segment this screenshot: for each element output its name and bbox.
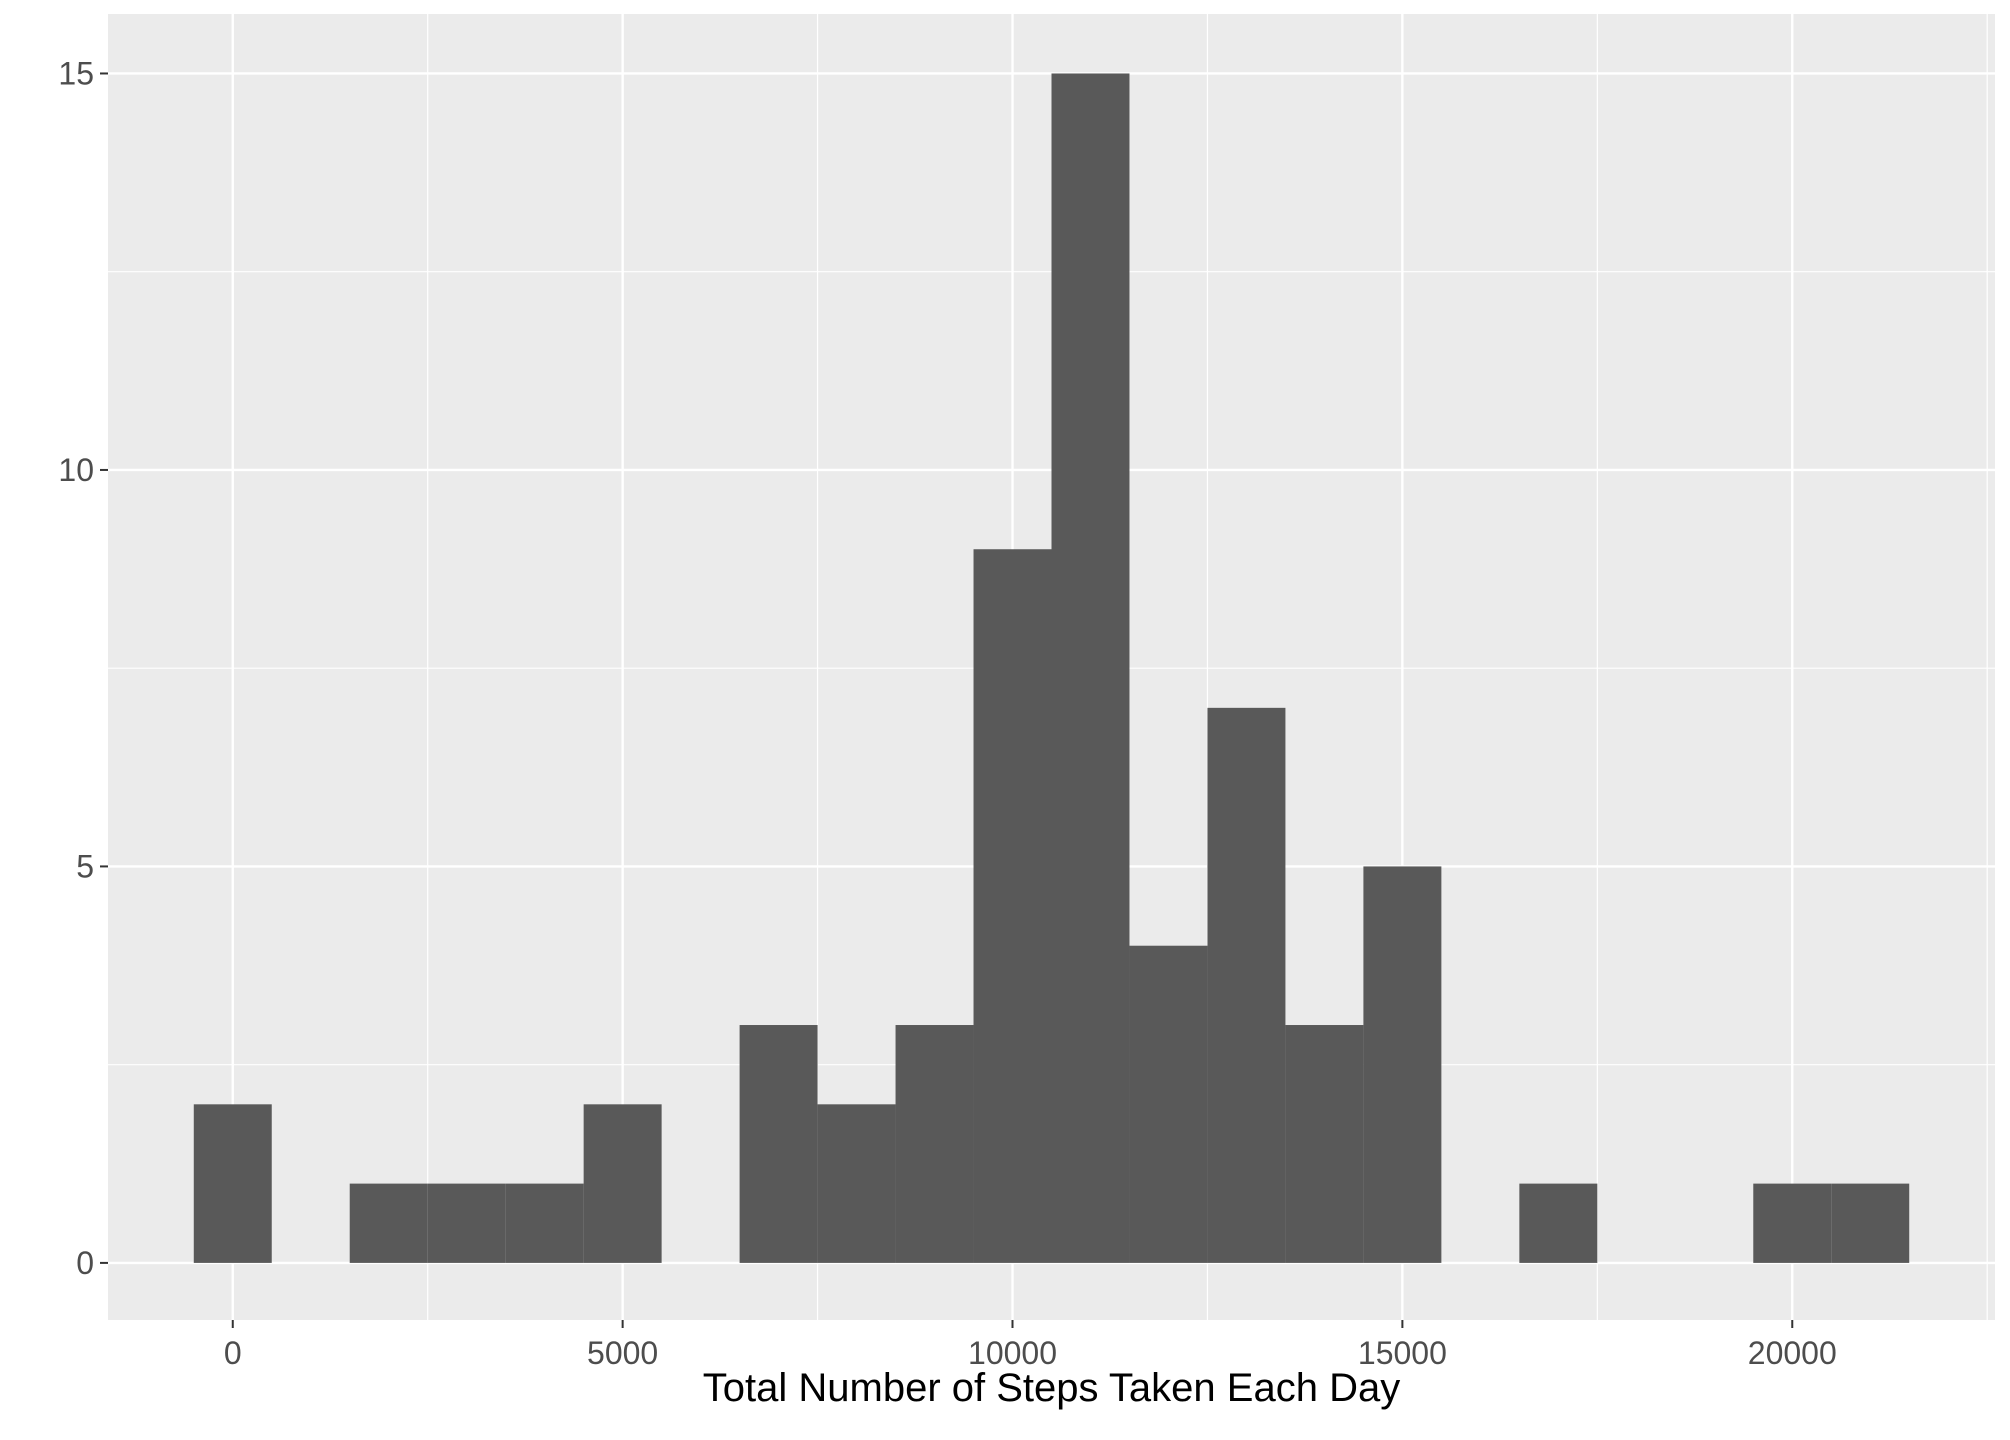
y-axis: 0 5 10 15 bbox=[58, 55, 108, 1281]
histogram-bar bbox=[583, 1104, 662, 1263]
histogram-bar bbox=[1129, 945, 1208, 1263]
histogram-bar bbox=[1285, 1025, 1364, 1263]
x-tick-label: 15000 bbox=[1358, 1335, 1447, 1371]
x-axis-title: Total Number of Steps Taken Each Day bbox=[703, 1366, 1400, 1410]
histogram-bar bbox=[895, 1025, 974, 1263]
histogram-bar bbox=[817, 1104, 896, 1263]
histogram-bar bbox=[1519, 1183, 1598, 1263]
histogram-bar bbox=[505, 1183, 584, 1263]
histogram-bar bbox=[427, 1183, 506, 1263]
y-tick-label: 15 bbox=[58, 55, 94, 91]
histogram-bar bbox=[1051, 73, 1130, 1263]
y-tick-label: 10 bbox=[58, 452, 94, 488]
histogram-bar bbox=[1207, 707, 1286, 1263]
y-tick-label: 5 bbox=[76, 848, 94, 884]
histogram-bar bbox=[739, 1025, 818, 1263]
x-tick-label: 0 bbox=[224, 1335, 242, 1371]
x-axis: 0 5000 10000 15000 20000 bbox=[224, 1320, 1837, 1371]
histogram-bars bbox=[193, 73, 1910, 1263]
histogram-bar bbox=[193, 1104, 272, 1263]
x-tick-label: 20000 bbox=[1748, 1335, 1837, 1371]
x-tick-label: 10000 bbox=[968, 1335, 1057, 1371]
histogram-bar bbox=[1831, 1183, 1910, 1263]
y-tick-label: 0 bbox=[76, 1245, 94, 1281]
x-tick-label: 5000 bbox=[587, 1335, 658, 1371]
histogram-bar bbox=[349, 1183, 428, 1263]
histogram-bar bbox=[1753, 1183, 1832, 1263]
histogram-bar bbox=[1363, 866, 1442, 1263]
histogram-bar bbox=[973, 549, 1052, 1263]
